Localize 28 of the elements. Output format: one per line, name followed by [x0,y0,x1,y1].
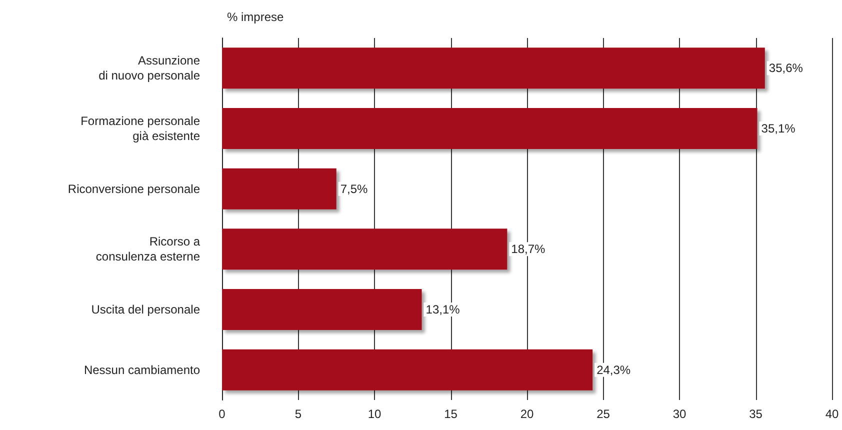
data-label: 35,1% [761,122,796,136]
bar [222,168,336,210]
y-tick-label: Uscita del personale [91,302,200,316]
bar [222,288,422,330]
x-tick-label: 25 [596,407,610,421]
x-axis-title: % imprese [227,10,284,24]
x-tick-label: 35 [749,407,763,421]
y-tick-label: Riconversione personale [68,182,200,196]
data-label: 24,3% [596,362,631,377]
bar [222,228,508,270]
data-label: 13,1% [426,302,460,316]
data-label: 7,5% [340,182,368,196]
x-tick-label: 15 [444,407,458,421]
data-label: 18,7% [511,242,546,256]
y-tick-label: Ricorso a consulenza esterne [96,234,200,264]
x-tick-label: 10 [368,407,382,421]
data-label: 35,6% [768,61,804,76]
y-tick-label: Assunzione di nuovo personale [98,54,200,83]
y-tick-label: Formazione personale già esistente [80,114,200,143]
x-tick-label: 40 [825,407,839,421]
x-tick-label: 5 [294,407,302,421]
y-tick-label: Nessun cambiamento [84,362,200,377]
x-tick-label: 30 [672,407,686,421]
bar [222,108,758,150]
bar [222,349,593,390]
x-tick-label: 20 [520,407,534,421]
bar [222,48,765,89]
x-tick-label: 0 [218,407,226,421]
